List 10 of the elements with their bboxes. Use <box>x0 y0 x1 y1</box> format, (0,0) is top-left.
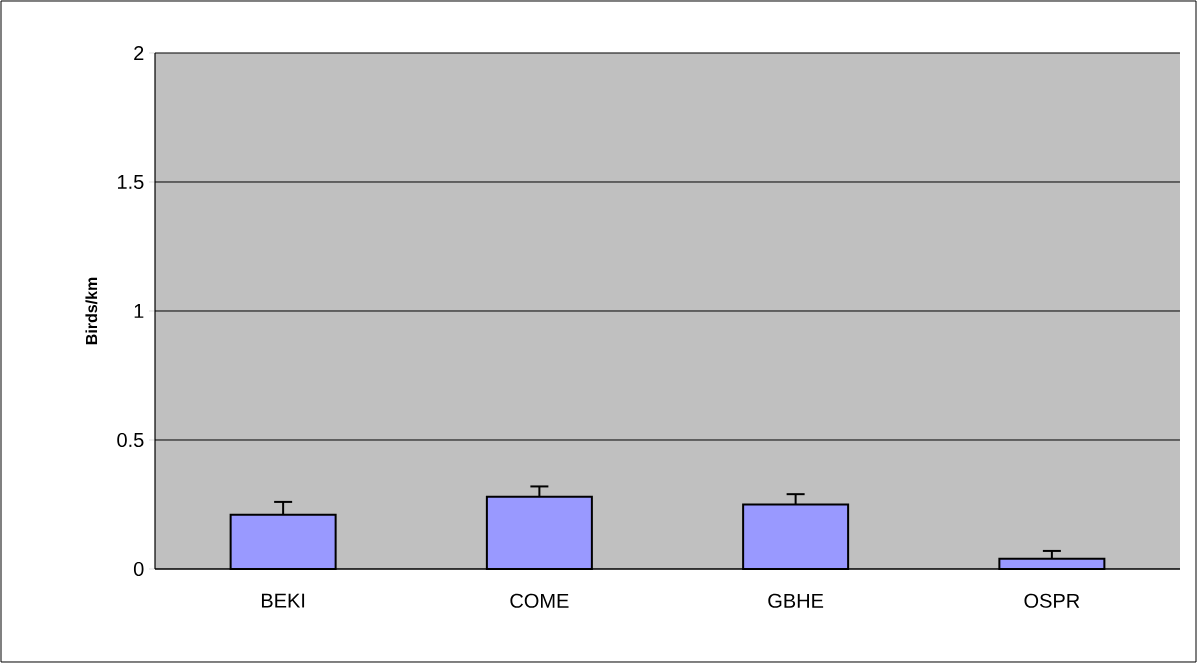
y-tick-label: 1.5 <box>118 175 144 189</box>
y-tick-label: 2 <box>134 46 144 60</box>
x-tick-label: BEKI <box>261 593 305 608</box>
x-tick-label: GBHE <box>768 593 824 608</box>
y-tick-label: 1 <box>134 304 144 318</box>
y-tick-label: 0 <box>133 561 144 577</box>
x-tick-label: OSPR <box>1024 593 1080 608</box>
y-tick-label: 0.5 <box>117 432 144 448</box>
y-axis-title: Birds/km <box>85 277 98 345</box>
x-tick-label: COME <box>510 593 569 608</box>
